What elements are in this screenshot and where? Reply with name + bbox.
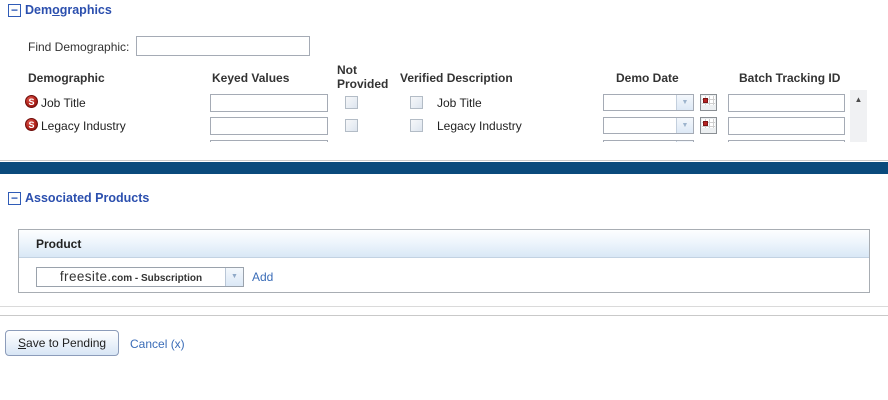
column-header-not-provided-line1: Not (337, 63, 357, 77)
collapse-minus-icon: − (10, 3, 18, 17)
not-provided-checkbox[interactable] (345, 96, 358, 109)
product-table: Product freesite.com - Subscription ▼ Ad… (18, 229, 870, 293)
title-text: Dem (25, 3, 53, 17)
column-header-verified-description: Verified Description (400, 71, 513, 85)
title-text: graphics (59, 3, 112, 17)
verified-checkbox[interactable] (410, 96, 423, 109)
calendar-grid (702, 119, 715, 128)
column-header-keyed-values: Keyed Values (212, 71, 290, 85)
divider-line (0, 160, 888, 161)
find-demographic-input[interactable] (136, 36, 310, 56)
chevron-down-icon[interactable] (676, 141, 693, 142)
demo-date-combobox[interactable] (603, 140, 694, 142)
divider-line (0, 306, 888, 307)
save-accesskey: S (18, 336, 27, 350)
product-dropdown-value: freesite.com - Subscription (37, 268, 225, 286)
product-dropdown[interactable]: freesite.com - Subscription ▼ (36, 267, 244, 287)
keyed-values-input[interactable] (210, 117, 328, 135)
table-row-legacy-industry: S Legacy Industry Legacy Industry ▼ (0, 117, 848, 140)
associated-products-collapse-button[interactable]: − (8, 192, 21, 205)
batch-tracking-id-input[interactable] (728, 117, 845, 135)
chevron-down-icon[interactable]: ▼ (676, 95, 693, 110)
chevron-down-icon[interactable]: ▼ (225, 268, 243, 286)
demographics-rows-viewport: S Job Title Job Title ▼ S Legacy Industr… (0, 92, 848, 142)
demo-date-value (604, 118, 676, 133)
product-table-header: Product (19, 230, 869, 258)
demo-date-combobox[interactable]: ▼ (603, 117, 694, 134)
verified-description-label: Legacy Industry (437, 119, 522, 133)
calendar-grid (702, 96, 715, 105)
section-divider-bar (0, 162, 888, 174)
save-label-rest: ave to Pending (26, 336, 107, 350)
demographics-section-title: Demographics (25, 3, 112, 17)
demo-date-value (604, 95, 676, 110)
demographics-collapse-button[interactable]: − (8, 4, 21, 17)
table-row-job-title: S Job Title Job Title ▼ (0, 94, 848, 117)
calendar-day-marker (703, 121, 708, 126)
title-accesskey: o (52, 3, 60, 17)
required-badge-icon: S (25, 118, 38, 131)
batch-tracking-id-input[interactable] (728, 94, 845, 112)
calendar-day-marker (703, 98, 708, 103)
column-header-not-provided-line2: Provided (337, 77, 389, 91)
divider-line (0, 315, 888, 316)
column-header-demo-date: Demo Date (616, 71, 679, 85)
batch-tracking-id-input[interactable] (728, 140, 845, 142)
demographic-label: Job Title (41, 96, 86, 110)
column-header-batch-tracking-id: Batch Tracking ID (739, 71, 841, 85)
table-row-partial (0, 140, 848, 142)
calendar-icon[interactable] (700, 117, 717, 134)
cancel-link[interactable]: Cancel (x) (130, 337, 185, 351)
verified-description-label: Job Title (437, 96, 482, 110)
column-header-demographic: Demographic (28, 71, 105, 85)
demographic-label: Legacy Industry (41, 119, 126, 133)
keyed-values-input[interactable] (210, 94, 328, 112)
demo-date-value (604, 141, 676, 142)
scroll-up-icon[interactable]: ▲ (854, 95, 863, 104)
keyed-values-input[interactable] (210, 140, 328, 142)
find-demographic-label: Find Demographic: (28, 40, 130, 54)
chevron-down-icon[interactable]: ▼ (676, 118, 693, 133)
associated-products-section-title: Associated Products (25, 191, 150, 205)
not-provided-checkbox[interactable] (345, 119, 358, 132)
verified-checkbox[interactable] (410, 119, 423, 132)
calendar-icon[interactable] (700, 94, 717, 111)
save-to-pending-button[interactable]: Save to Pending (5, 330, 120, 356)
product-rest-text: com - Subscription (111, 273, 203, 284)
vertical-scrollbar[interactable]: ▲ (850, 90, 867, 142)
add-product-link[interactable]: Add (252, 270, 274, 284)
collapse-minus-icon: − (10, 191, 18, 205)
demo-date-combobox[interactable]: ▼ (603, 94, 694, 111)
required-badge-icon: S (25, 95, 38, 108)
product-column-header: Product (36, 236, 82, 251)
product-brand-text: freesite. (59, 269, 112, 284)
